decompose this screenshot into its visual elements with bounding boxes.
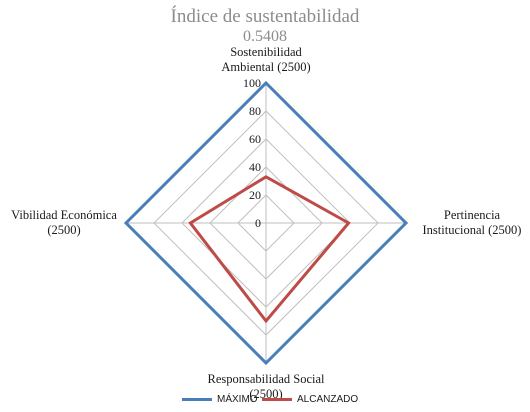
axis-label-1-line-1: Institucional (2500)	[423, 223, 522, 237]
legend-label-maximo: MÁXIMO	[217, 394, 258, 405]
axis-label-1-line-0: Pertinencia	[444, 208, 501, 222]
axis-label-0-line-1: Ambiental (2500)	[221, 60, 310, 74]
tick-label-80: 80	[249, 104, 261, 118]
tick-label-20: 20	[249, 188, 261, 202]
axis-label-3-line-1: (2500)	[47, 223, 80, 237]
chart-title: Índice de sustentabilidad	[170, 6, 360, 27]
legend-swatch-maximo	[182, 398, 212, 401]
legend-swatch-alcanzado	[262, 398, 292, 401]
axis-label-2-line-1: (2500)	[249, 387, 282, 401]
series-alcanzado-line	[188, 175, 351, 324]
axis-label-3-line-0: Vibilidad Económica	[11, 208, 117, 222]
legend-item-maximo: MÁXIMO	[182, 394, 258, 405]
chart-subtitle: 0.5408	[243, 28, 287, 45]
axis-label-2-line-0: Responsabilidad Social	[208, 372, 326, 386]
series-maximo-line	[123, 80, 409, 366]
axis-label-0-line-0: Sostenibilidad	[230, 45, 302, 59]
tick-label-0: 0	[255, 216, 261, 230]
legend: MÁXIMO ALCANZADO	[0, 394, 530, 410]
tick-label-100: 100	[243, 76, 261, 90]
tick-label-60: 60	[249, 132, 261, 146]
tick-label-40: 40	[249, 160, 261, 174]
legend-item-alcanzado: ALCANZADO	[262, 394, 358, 405]
legend-label-alcanzado: ALCANZADO	[297, 394, 359, 405]
